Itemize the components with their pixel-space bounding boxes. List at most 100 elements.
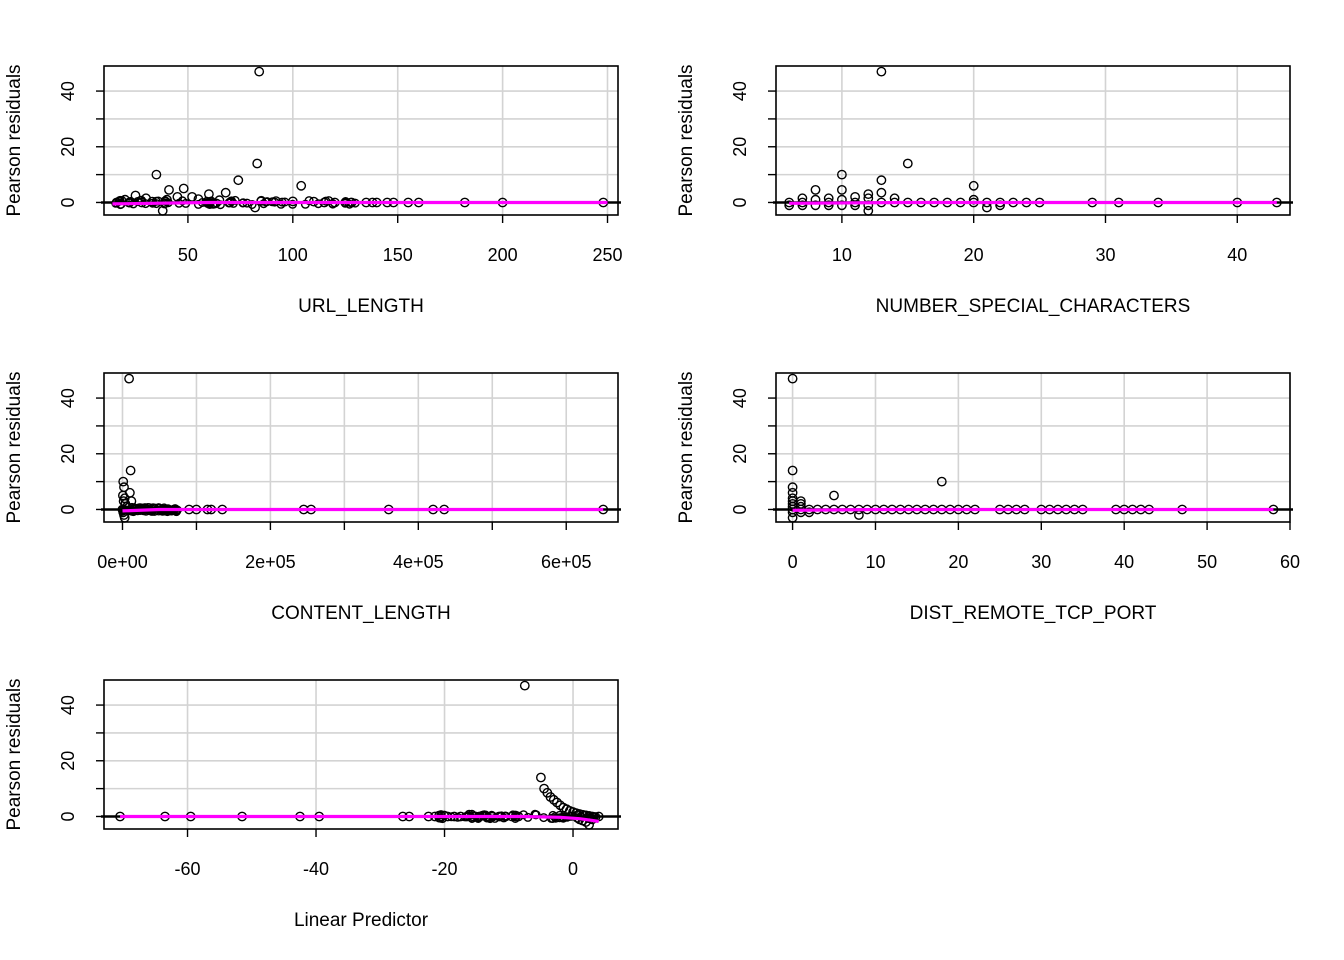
data-point — [548, 794, 559, 805]
y-tick-label: 0 — [730, 504, 750, 514]
x-tick-label: 150 — [383, 245, 413, 265]
data-point — [863, 200, 874, 211]
smooth-line — [112, 200, 608, 206]
x-tick-label: 30 — [1031, 552, 1051, 572]
data-point — [125, 465, 136, 476]
data-point — [300, 199, 310, 209]
data-point — [545, 792, 556, 802]
x-tick-label: -20 — [432, 859, 458, 879]
y-axis-label: Pearson residuals — [676, 64, 697, 216]
smooth-line — [120, 814, 599, 824]
x-tick-label: 10 — [832, 245, 852, 265]
data-point — [193, 199, 203, 209]
data-point — [164, 184, 174, 195]
x-tick-label: 100 — [278, 245, 308, 265]
y-tick-label: 0 — [58, 197, 78, 207]
data-point — [810, 184, 821, 195]
x-axis-label: URL_LENGTH — [298, 296, 424, 317]
data-point — [233, 175, 244, 186]
y-tick-label: 40 — [58, 695, 78, 715]
y-tick-label: 40 — [730, 81, 750, 101]
plot-frame — [103, 372, 619, 523]
x-tick-label: 10 — [865, 552, 885, 572]
data-point — [151, 169, 162, 180]
y-axis-label: Pearson residuals — [4, 64, 25, 216]
plot-frame — [775, 372, 1291, 523]
data-point — [863, 189, 874, 200]
x-axis-label: CONTENT_LENGTH — [271, 603, 450, 624]
smooth-line — [792, 507, 1274, 512]
x-axis-label: NUMBER_SPECIAL_CHARACTERS — [876, 296, 1191, 317]
data-point — [804, 507, 815, 518]
data-point — [787, 373, 798, 384]
y-tick-label: 20 — [58, 137, 78, 157]
data-point — [837, 200, 847, 211]
data-point — [876, 175, 887, 186]
panel-linear-predictor: -60 -40 -20 0 0 20 40 Linear Predictor Pearson r… — [4, 678, 621, 931]
panel-content-length: 0e+00 2e+05 4e+05 6e+05 0 20 40 CONTENT_LENGTH P… — [4, 371, 621, 624]
data-point — [936, 476, 947, 487]
x-axis-label: Linear Predictor — [294, 910, 429, 931]
plot-frame — [103, 679, 619, 830]
panel-dist-remote-tcp-port: 0 10 20 30 40 50 60 0 20 40 DIST_REMOTE_TCP_PORT Pe… — [676, 371, 1300, 624]
data-point — [172, 191, 183, 202]
data-point — [787, 482, 798, 493]
y-tick-label: 40 — [730, 388, 750, 408]
data-point — [187, 191, 198, 202]
data-point — [968, 180, 979, 191]
panel-number-special-characters: 10 20 30 40 0 20 40 NUMBER_SPECIAL_CHARACTERS Pe… — [676, 64, 1293, 317]
plot-frame — [103, 65, 619, 216]
data-point — [548, 810, 558, 820]
data-point — [876, 187, 887, 198]
x-tick-label: 20 — [948, 552, 968, 572]
y-tick-label: 0 — [58, 504, 78, 514]
y-tick-label: 40 — [58, 388, 78, 408]
data-point — [203, 189, 214, 200]
y-tick-label: 40 — [58, 81, 78, 101]
x-tick-label: 50 — [178, 245, 198, 265]
data-point — [850, 200, 860, 211]
x-tick-label: 30 — [1095, 245, 1115, 265]
x-tick-label: 2e+05 — [245, 552, 296, 572]
x-tick-label: 200 — [488, 245, 518, 265]
y-tick-label: 20 — [730, 137, 750, 157]
data-point — [837, 184, 847, 195]
data-point — [797, 200, 808, 211]
data-point — [823, 200, 834, 211]
x-tick-label: 40 — [1227, 245, 1247, 265]
data-point — [810, 200, 821, 211]
x-tick-label: 40 — [1114, 552, 1134, 572]
data-point — [256, 195, 267, 206]
x-tick-label: 60 — [1280, 552, 1300, 572]
x-tick-label: 20 — [964, 245, 984, 265]
smooth-line — [122, 507, 604, 513]
y-axis-label: Pearson residuals — [4, 678, 25, 830]
data-point — [254, 66, 265, 77]
data-point — [829, 490, 839, 501]
data-point — [220, 187, 231, 198]
data-point — [536, 772, 546, 783]
x-tick-label: -40 — [303, 859, 329, 879]
data-point — [902, 158, 913, 169]
y-axis-label: Pearson residuals — [676, 371, 697, 523]
x-tick-label: 0 — [568, 859, 578, 879]
data-point — [876, 66, 887, 77]
x-tick-label: 4e+05 — [393, 552, 444, 572]
data-point — [178, 183, 189, 194]
y-tick-label: 20 — [58, 751, 78, 771]
data-point — [784, 200, 795, 211]
data-point — [787, 465, 798, 476]
y-axis-label: Pearson residuals — [4, 371, 25, 523]
y-tick-label: 0 — [730, 197, 750, 207]
data-point — [124, 373, 135, 384]
smooth-line — [789, 200, 1277, 205]
data-point — [252, 158, 263, 169]
y-tick-label: 20 — [58, 444, 78, 464]
data-point — [130, 190, 141, 201]
data-point — [854, 510, 864, 520]
x-tick-label: 0e+00 — [97, 552, 148, 572]
x-tick-label: 0 — [788, 552, 798, 572]
panel-url-length: 50 100 150 200 250 0 20 40 URL_LENGTH Pearson res… — [4, 64, 623, 317]
data-point — [519, 680, 530, 691]
